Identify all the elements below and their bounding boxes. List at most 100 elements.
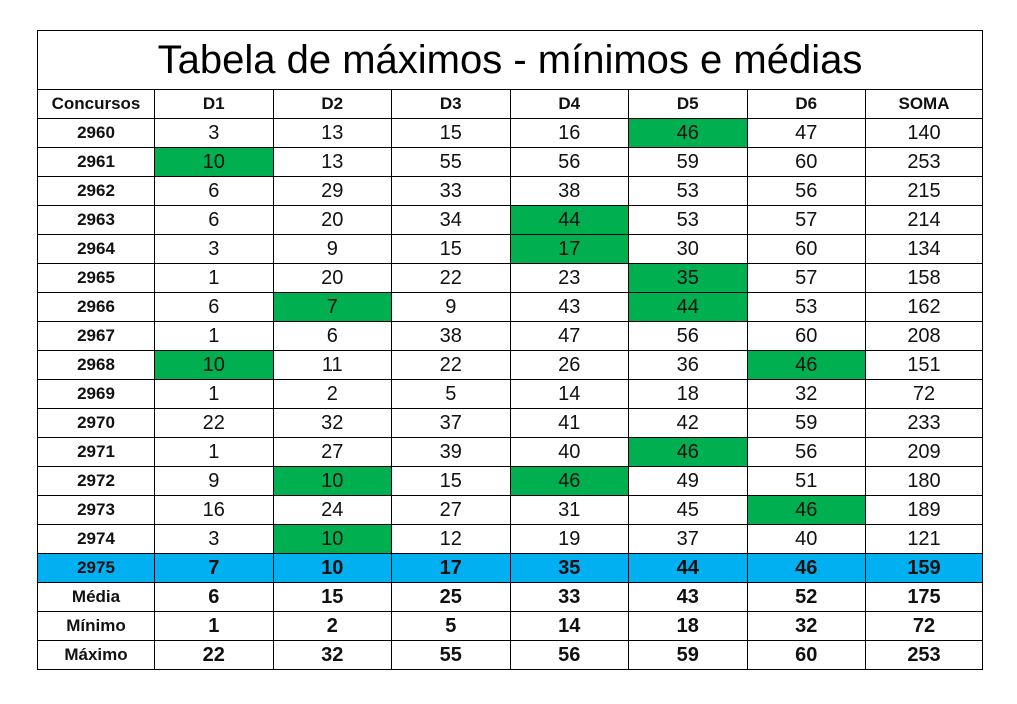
cell: 23: [509, 263, 629, 293]
cell: 15: [391, 234, 511, 264]
cell: 14: [509, 611, 629, 641]
summary-row: Média 6 15 25 33 43 52 175: [37, 582, 983, 612]
cell: 9: [391, 292, 511, 322]
cell: 1: [154, 437, 274, 467]
cell: 56: [746, 437, 866, 467]
cell: 2968: [37, 350, 155, 380]
sheet: Tabela de máximos - mínimos e médias Con…: [37, 30, 983, 670]
cell: 60: [746, 640, 866, 670]
cell: 32: [746, 611, 866, 641]
cell: 20: [272, 263, 392, 293]
cell: 15: [391, 118, 511, 148]
cell: 59: [746, 408, 866, 438]
cell: 2963: [37, 205, 155, 235]
cell: 14: [509, 379, 629, 409]
cell: 22: [391, 263, 511, 293]
data-row: 2966 6 7 9 43 44 53 162: [37, 292, 983, 322]
cell: 10: [154, 147, 274, 177]
cell: 17: [391, 553, 511, 583]
cell: 180: [865, 466, 983, 496]
cell: 30: [628, 234, 748, 264]
cell: 1: [154, 263, 274, 293]
cell: 10: [272, 553, 392, 583]
data-row: 2974 3 10 12 19 37 40 121: [37, 524, 983, 554]
cell: 7: [154, 553, 274, 583]
cell: 37: [628, 524, 748, 554]
cell: 52: [746, 582, 866, 612]
cell: 45: [628, 495, 748, 525]
data-row: 2963 6 20 34 44 53 57 214: [37, 205, 983, 235]
cell: 57: [746, 263, 866, 293]
cell: 33: [391, 176, 511, 206]
cell: 10: [272, 466, 392, 496]
cell: 1: [154, 321, 274, 351]
table: Concursos D1 D2 D3 D4 D5 D6 SOMA 2960 3 13 15 16 46 47…: [37, 89, 983, 670]
cell: 56: [746, 176, 866, 206]
cell: 46: [746, 553, 866, 583]
cell: 55: [391, 640, 511, 670]
cell: 189: [865, 495, 983, 525]
cell: 121: [865, 524, 983, 554]
cell: D4: [509, 89, 629, 119]
cell: 35: [628, 263, 748, 293]
cell: 55: [391, 147, 511, 177]
cell: D5: [628, 89, 748, 119]
cell: 7: [272, 292, 392, 322]
cell: 6: [154, 205, 274, 235]
cell: 158: [865, 263, 983, 293]
cell: 2962: [37, 176, 155, 206]
cell: 2964: [37, 234, 155, 264]
cell: 29: [272, 176, 392, 206]
cell: 42: [628, 408, 748, 438]
cell: 60: [746, 321, 866, 351]
cell: 6: [154, 292, 274, 322]
cell: 9: [154, 466, 274, 496]
cell: 56: [628, 321, 748, 351]
cell: 51: [746, 466, 866, 496]
cell: 27: [391, 495, 511, 525]
cell: 72: [865, 611, 983, 641]
data-row: 2969 1 2 5 14 18 32 72: [37, 379, 983, 409]
cell: 19: [509, 524, 629, 554]
cell: 5: [391, 611, 511, 641]
cell: 32: [272, 408, 392, 438]
cell: 2967: [37, 321, 155, 351]
cell: 214: [865, 205, 983, 235]
cell: 11: [272, 350, 392, 380]
cell: 53: [746, 292, 866, 322]
cell: 2961: [37, 147, 155, 177]
cell: D2: [272, 89, 392, 119]
cell: 162: [865, 292, 983, 322]
cell: 24: [272, 495, 392, 525]
cell: 3: [154, 524, 274, 554]
cell: 253: [865, 640, 983, 670]
cell: 59: [628, 147, 748, 177]
cell: 13: [272, 147, 392, 177]
cell: 18: [628, 611, 748, 641]
cell: 72: [865, 379, 983, 409]
cell: 10: [272, 524, 392, 554]
cell: D1: [154, 89, 274, 119]
cell: 2973: [37, 495, 155, 525]
cell: 59: [628, 640, 748, 670]
cell: 36: [628, 350, 748, 380]
data-row: 2965 1 20 22 23 35 57 158: [37, 263, 983, 293]
cell: 22: [391, 350, 511, 380]
cell: 56: [509, 640, 629, 670]
cell: 209: [865, 437, 983, 467]
cell: 233: [865, 408, 983, 438]
cell: 9: [272, 234, 392, 264]
cell: Mínimo: [37, 611, 155, 641]
cell: 34: [391, 205, 511, 235]
cell: 27: [272, 437, 392, 467]
data-row: 2968 10 11 22 26 36 46 151: [37, 350, 983, 380]
cell: 53: [628, 205, 748, 235]
cell: 2971: [37, 437, 155, 467]
cell: 35: [509, 553, 629, 583]
cell: 33: [509, 582, 629, 612]
data-row: 2972 9 10 15 46 49 51 180: [37, 466, 983, 496]
cell: 38: [391, 321, 511, 351]
cell: 38: [509, 176, 629, 206]
cell: 2966: [37, 292, 155, 322]
cell: 56: [509, 147, 629, 177]
